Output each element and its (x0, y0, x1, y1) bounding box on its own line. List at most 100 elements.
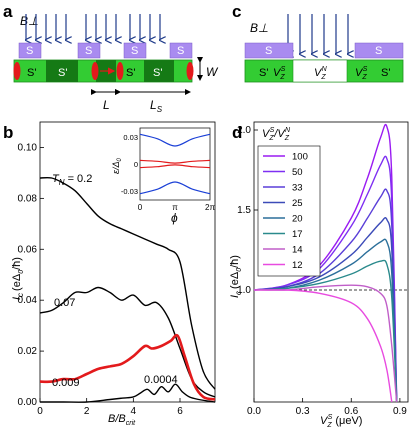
series-line (39, 176, 216, 390)
axis-ticks-b: 0 2 4 6 0.00 0.02 0.04 0.06 0.08 0.10 (18, 142, 184, 417)
x-tick-label: 0.0 (247, 406, 261, 417)
sc-label-c2: S (375, 45, 382, 57)
sc-block-c2 (354, 42, 404, 59)
series-line (39, 333, 216, 401)
x-tick-label: 0.6 (344, 406, 358, 417)
ylabel-b: Ic(eΔ0/ħ) (11, 257, 25, 300)
majorana-ellipse (186, 62, 194, 80)
sc-block-c1 (244, 42, 294, 59)
panel-a: a B⊥ S S S S S' S' S' S' W (3, 2, 219, 114)
sc-label-a1: S (26, 45, 33, 57)
plot-frame-b (39, 121, 216, 403)
inset-y-tick: 0.03 (123, 133, 138, 142)
legend-box-d (257, 145, 321, 277)
panel-d: d 0.0 0.3 0.6 0.9 1.0 1.5 2.0 Ic(eΔ0/ħ) VZS (μ… (229, 121, 409, 429)
sc-label-a2: S (85, 45, 92, 57)
segment-label: S' (153, 67, 162, 79)
plot-frame-d (253, 121, 409, 403)
legend-label: 33 (292, 183, 303, 194)
ylabel-d: Ic(eΔ0/ħ) (229, 255, 243, 298)
sc-block-a2 (77, 42, 101, 59)
majorana-ellipse (91, 62, 99, 80)
series-label-0009: 0.009 (52, 377, 80, 389)
inset-x-tick: 2π (205, 203, 215, 212)
legend-label: 17 (292, 229, 303, 240)
legend-label: 50 (292, 167, 303, 178)
field-label-a: B⊥ (20, 14, 38, 28)
axis-ticks-d: 0.0 0.3 0.6 0.9 1.0 1.5 2.0 (237, 125, 407, 417)
legend-label: 12 (292, 260, 303, 271)
series-d (253, 123, 398, 403)
inset-ylabel: ε/Δ0 (111, 158, 123, 175)
dark-segment-1 (46, 60, 78, 82)
length-label: L (103, 98, 110, 112)
sc-label-a4: S (177, 45, 184, 57)
series-label-tn: TN = 0.2 (52, 173, 92, 187)
segment-label: S' (27, 67, 36, 79)
panel-b: b 0 2 4 6 0.00 0.02 0.04 0.06 0.08 0.10 Ic(eΔ0/ħ)… (3, 121, 216, 427)
field-arrows-a (26, 13, 160, 40)
panel-label-a: a (3, 2, 13, 21)
inset-b: 0 π 2π0.030-0.03 ε/Δ0 ϕ (111, 127, 216, 225)
series-line (253, 217, 398, 403)
series-label-00004: 0.0004 (144, 374, 178, 386)
sc-block-a3 (123, 42, 147, 59)
panel-label-b: b (3, 123, 13, 142)
segment-label: S' (58, 67, 67, 79)
field-label-c: B⊥ (250, 21, 268, 35)
inset-ticks: 0 π 2π0.030-0.03 (121, 133, 216, 212)
series-label-007: 0.07 (54, 297, 75, 309)
inset-line (139, 181, 211, 195)
x-tick-label: 0.3 (296, 406, 310, 417)
x-tick-label: 6 (177, 406, 183, 417)
y-tick-label: 0.06 (18, 244, 38, 255)
series-line (40, 383, 216, 403)
y-tick-label: 0.04 (18, 295, 38, 306)
panel-label-c: c (232, 2, 241, 21)
series-line (253, 259, 398, 403)
inset-line (139, 164, 211, 169)
y-tick-label: 0.10 (18, 142, 38, 153)
sc-block-a4 (169, 42, 193, 59)
legend-label: 25 (292, 198, 303, 209)
series-line (253, 155, 398, 403)
inset-x-tick: π (172, 203, 178, 212)
majorana-ellipse (13, 62, 21, 80)
inset-xlabel: ϕ (171, 211, 178, 225)
segment-label-c-right: S' (381, 67, 390, 79)
inset-y-tick: 0 (134, 160, 138, 169)
vzs-label-right: VZS (355, 66, 368, 81)
width-label: W (206, 65, 219, 79)
x-tick-label: 0.9 (393, 406, 407, 417)
spacing-label: LS (150, 98, 163, 114)
legend-label: 14 (292, 245, 303, 256)
legend-d: VZS/VZN 100 50 33 25 20 17 14 12 (257, 127, 321, 277)
inset-x-tick: 0 (138, 203, 143, 212)
series-line (253, 123, 398, 403)
x-tick-label: 2 (84, 406, 90, 417)
inset-line (139, 159, 211, 164)
legend-label: 100 (292, 152, 308, 163)
vzn-label: VZN (314, 66, 328, 81)
y-tick-label: 2.0 (237, 125, 251, 136)
legend-title-d: VZS/VZN (262, 127, 291, 142)
legend-label: 20 (292, 214, 303, 225)
sc-block-a1 (18, 42, 42, 59)
segment-label: S' (126, 67, 135, 79)
xlabel-d: VZS (μeV) (320, 414, 362, 429)
series-line (253, 238, 398, 403)
majorana-ellipse (116, 62, 124, 80)
vzs-label-left: VZS (273, 66, 286, 81)
panel-c: c B⊥ S S S' VZS VZN VZS S' (232, 2, 404, 83)
y-tick-label: 0.00 (18, 397, 38, 408)
y-tick-label: 0.08 (18, 193, 38, 204)
normal-segment-c (292, 59, 348, 83)
series-line (39, 286, 216, 398)
inset-frame (139, 127, 211, 201)
inset-series (139, 133, 211, 195)
series-line (253, 284, 398, 403)
x-tick-label: 0 (37, 406, 43, 417)
segment-label-c-left: S' (259, 67, 268, 79)
y-tick-label: 0.02 (18, 346, 38, 357)
